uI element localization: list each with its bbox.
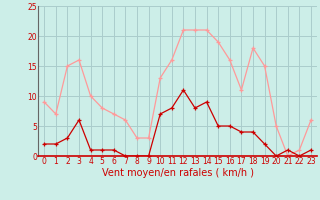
X-axis label: Vent moyen/en rafales ( km/h ): Vent moyen/en rafales ( km/h ) xyxy=(102,168,254,178)
